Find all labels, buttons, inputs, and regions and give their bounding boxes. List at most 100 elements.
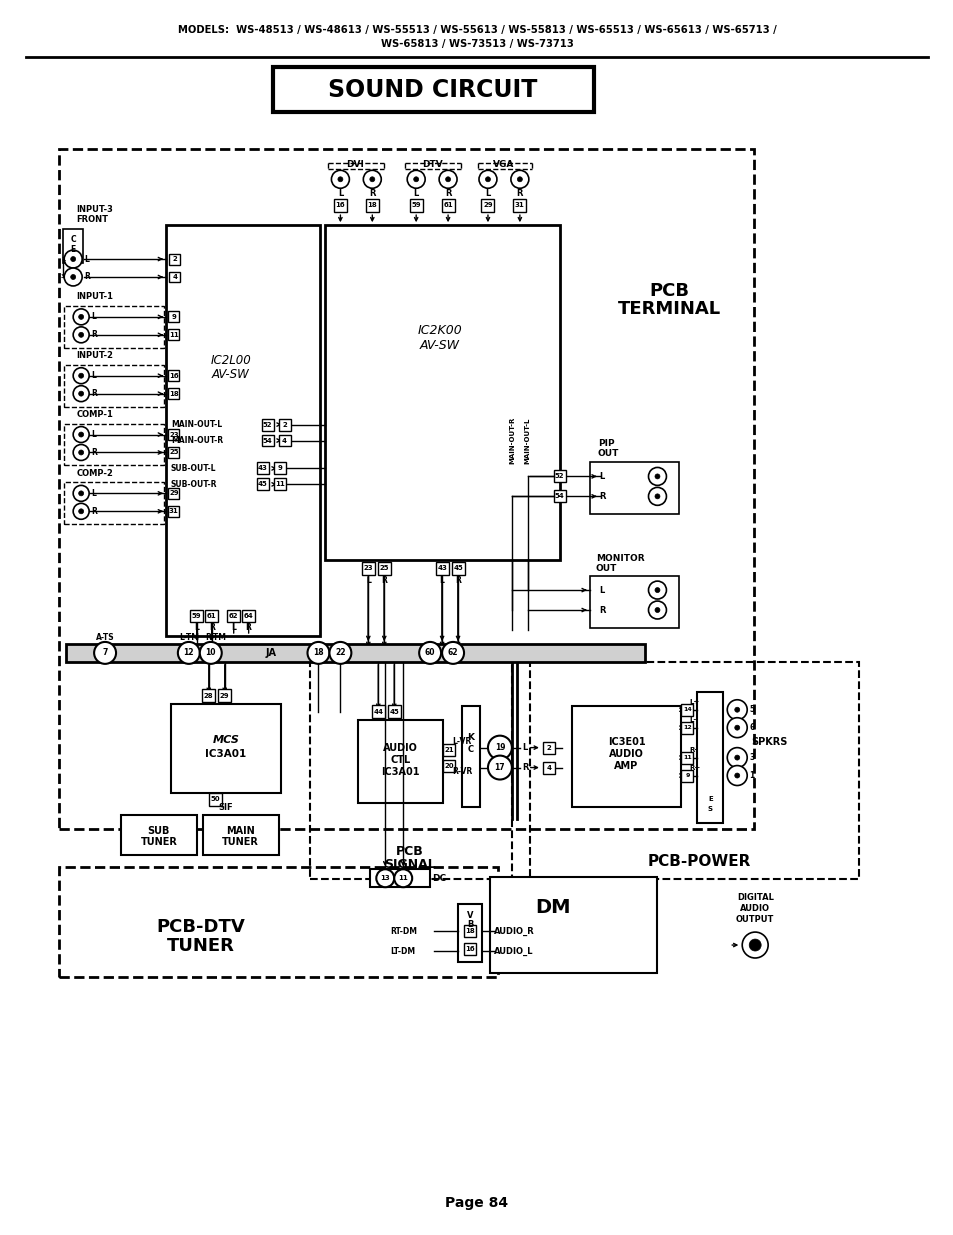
Text: L: L (521, 743, 527, 752)
Bar (121, 815, 196, 856)
Text: AV-SW: AV-SW (419, 340, 459, 352)
Bar (169, 370, 179, 382)
Text: 16: 16 (335, 203, 345, 209)
Circle shape (370, 177, 375, 182)
Circle shape (73, 327, 89, 343)
Text: L: L (439, 576, 444, 584)
Text: 10: 10 (205, 648, 215, 657)
Bar (370, 869, 430, 887)
Text: R+: R+ (689, 764, 700, 771)
Bar (461, 705, 479, 808)
Circle shape (734, 773, 739, 778)
Bar (377, 562, 391, 574)
Text: 50: 50 (211, 797, 220, 803)
Circle shape (726, 766, 746, 785)
Bar (278, 435, 291, 447)
Bar (436, 562, 448, 574)
Circle shape (726, 747, 746, 768)
Text: TUNER: TUNER (167, 937, 234, 955)
Bar (361, 562, 375, 574)
Text: 45: 45 (257, 482, 267, 488)
Bar (218, 689, 231, 703)
Bar (680, 769, 693, 782)
Text: 59: 59 (411, 203, 420, 209)
Text: L: L (599, 472, 604, 480)
Text: 52: 52 (263, 421, 272, 427)
Circle shape (73, 385, 89, 401)
Text: 54: 54 (555, 493, 564, 499)
Text: WS-65813 / WS-73513 / WS-73713: WS-65813 / WS-73513 / WS-73713 (380, 38, 573, 48)
Text: IC2K00: IC2K00 (417, 325, 462, 337)
Text: DVI: DVI (346, 159, 364, 169)
Text: R: R (369, 189, 375, 198)
Text: 25: 25 (379, 566, 389, 571)
Text: 3: 3 (61, 274, 66, 279)
Circle shape (375, 869, 394, 887)
Bar (409, 199, 422, 211)
Circle shape (726, 700, 746, 720)
Text: 61: 61 (443, 203, 453, 209)
Text: SUB: SUB (148, 826, 170, 836)
Text: R: R (209, 624, 214, 632)
Bar (463, 925, 476, 937)
Circle shape (511, 170, 528, 188)
Text: L: L (91, 489, 96, 498)
Text: MODELS:  WS-48513 / WS-48613 / WS-55513 / WS-55613 / WS-55813 / WS-65513 / WS-65: MODELS: WS-48513 / WS-48613 / WS-55513 /… (177, 25, 776, 35)
Circle shape (648, 582, 666, 599)
Bar (680, 721, 693, 734)
Bar (209, 793, 222, 806)
Text: R: R (521, 763, 528, 772)
Text: L: L (413, 189, 418, 198)
Bar (451, 562, 464, 574)
Text: 31: 31 (515, 203, 524, 209)
Circle shape (73, 445, 89, 461)
Text: SIGNAL: SIGNAL (384, 858, 436, 871)
Text: 18: 18 (465, 927, 475, 934)
Text: 45: 45 (389, 709, 398, 715)
Bar (542, 762, 555, 773)
Text: DM: DM (535, 898, 570, 916)
Text: 5: 5 (748, 705, 754, 714)
Circle shape (752, 942, 757, 947)
Text: 62: 62 (447, 648, 457, 657)
Circle shape (71, 257, 75, 262)
Circle shape (648, 488, 666, 505)
Text: Page 84: Page 84 (445, 1197, 508, 1210)
Text: 23: 23 (169, 431, 178, 437)
Text: OUT: OUT (595, 563, 617, 573)
Text: 4: 4 (282, 437, 287, 443)
Text: 9: 9 (172, 314, 176, 320)
Text: L: L (599, 585, 604, 594)
Text: 43: 43 (436, 566, 447, 571)
Bar (387, 705, 400, 719)
Text: 14: 14 (682, 708, 691, 713)
Bar (278, 419, 291, 431)
Text: JA: JA (265, 648, 275, 658)
Text: 9: 9 (277, 466, 282, 472)
Text: 11: 11 (274, 482, 284, 488)
Text: AUDIO: AUDIO (608, 748, 643, 758)
Text: INPUT-1: INPUT-1 (76, 293, 113, 301)
Circle shape (478, 170, 497, 188)
Bar (274, 478, 285, 490)
Text: 31: 31 (169, 509, 178, 514)
Text: E: E (71, 245, 75, 253)
Text: PCB: PCB (649, 282, 689, 300)
Text: 16: 16 (169, 373, 178, 379)
Text: 9: 9 (684, 773, 689, 778)
Circle shape (441, 642, 463, 664)
Text: 60: 60 (424, 648, 435, 657)
Circle shape (73, 368, 89, 384)
Text: 2: 2 (172, 256, 177, 262)
Text: 54: 54 (262, 437, 273, 443)
Circle shape (73, 309, 89, 325)
Text: OUTPUT: OUTPUT (735, 915, 774, 924)
Text: PCB-DTV: PCB-DTV (156, 918, 245, 936)
Bar (191, 610, 203, 622)
Text: PCB-POWER: PCB-POWER (647, 853, 750, 868)
Circle shape (64, 249, 82, 268)
Circle shape (177, 642, 199, 664)
Text: E: E (707, 797, 712, 803)
Text: L: L (91, 430, 96, 438)
Bar (242, 610, 254, 622)
